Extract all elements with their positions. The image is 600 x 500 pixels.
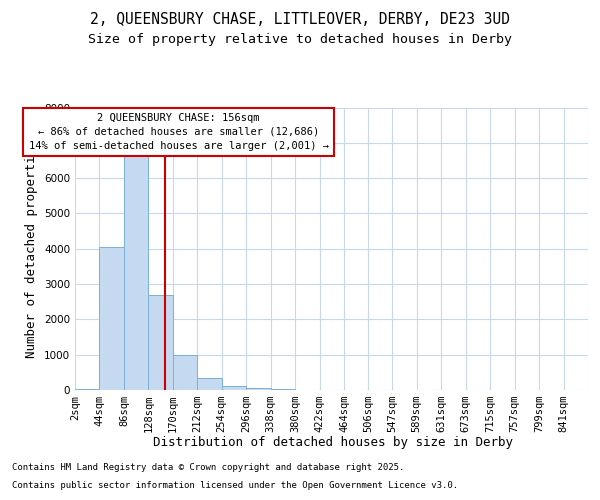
Bar: [222, 386, 246, 390]
Bar: [124, 155, 148, 390]
Bar: [148, 294, 173, 390]
Text: Distribution of detached houses by size in Derby: Distribution of detached houses by size …: [153, 436, 513, 449]
Text: 2 QUEENSBURY CHASE: 156sqm
← 86% of detached houses are smaller (12,686)
14% of : 2 QUEENSBURY CHASE: 156sqm ← 86% of deta…: [29, 113, 329, 151]
Bar: [75, 388, 100, 390]
Text: Contains HM Land Registry data © Crown copyright and database right 2025.: Contains HM Land Registry data © Crown c…: [12, 464, 404, 472]
Bar: [173, 354, 197, 390]
Bar: [246, 388, 271, 390]
Y-axis label: Number of detached properties: Number of detached properties: [25, 140, 38, 358]
Bar: [197, 378, 222, 390]
Text: 2, QUEENSBURY CHASE, LITTLEOVER, DERBY, DE23 3UD: 2, QUEENSBURY CHASE, LITTLEOVER, DERBY, …: [90, 12, 510, 28]
Text: Contains public sector information licensed under the Open Government Licence v3: Contains public sector information licen…: [12, 481, 458, 490]
Bar: [100, 247, 124, 390]
Text: Size of property relative to detached houses in Derby: Size of property relative to detached ho…: [88, 32, 512, 46]
